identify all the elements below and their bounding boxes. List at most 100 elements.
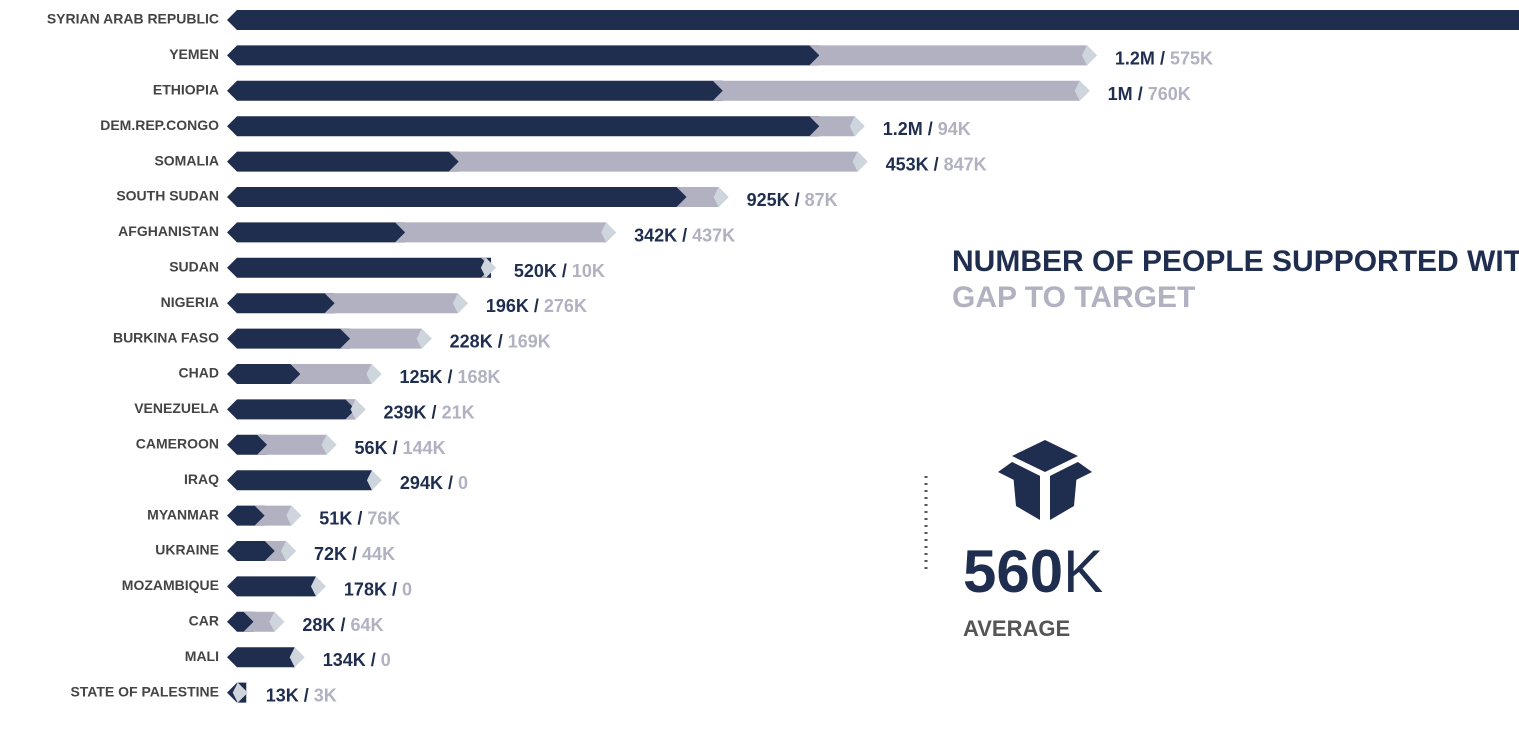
- gap-label: 10K: [572, 261, 605, 281]
- bar-tip: [232, 682, 248, 703]
- separator: /: [682, 225, 687, 245]
- supported-bar: [227, 257, 492, 278]
- supported-bar: [227, 364, 301, 384]
- gap-label: 437K: [692, 225, 735, 245]
- value-label: 51K/76K: [319, 508, 400, 528]
- gap-label: 44K: [362, 544, 395, 564]
- value-label: 453K/847K: [886, 154, 987, 174]
- bar-tip: [366, 470, 382, 491]
- category-label: BURKINA FASO: [113, 329, 219, 345]
- supported-bar: [227, 328, 351, 349]
- gap-label: 0: [458, 473, 468, 493]
- separator: /: [432, 402, 437, 422]
- bar-tip: [366, 364, 382, 384]
- separator: /: [1138, 84, 1143, 104]
- supported-bar: [227, 151, 459, 172]
- bar-tip: [286, 505, 302, 526]
- chart-title: NUMBER OF PEOPLE SUPPORTED WITH NFIS/: [952, 245, 1519, 278]
- supported-bar: [227, 541, 275, 561]
- supported-label: 28K: [302, 615, 335, 635]
- gap-bar: [257, 434, 337, 455]
- value-label: 56K/144K: [355, 438, 446, 458]
- supported-bar: [227, 434, 268, 455]
- value-label: 1.2M/575K: [1115, 48, 1213, 68]
- value-label: 239K/21K: [384, 402, 475, 422]
- supported-bar: [227, 45, 820, 66]
- supported-label: 342K: [634, 225, 677, 245]
- category-label: YEMEN: [169, 46, 219, 62]
- gap-label: 276K: [544, 296, 587, 316]
- separator: /: [1160, 48, 1165, 68]
- gap-bar: [340, 328, 432, 349]
- supported-label: 51K: [319, 508, 352, 528]
- gap-label: 169K: [508, 331, 551, 351]
- value-label: 228K/169K: [450, 331, 551, 351]
- average-label: AVERAGE: [963, 616, 1070, 641]
- bar-tip: [849, 116, 865, 137]
- gap-label: 64K: [350, 615, 383, 635]
- category-label: MALI: [185, 648, 219, 664]
- bar-tip: [281, 541, 297, 561]
- gap-label: 21K: [442, 402, 475, 422]
- supported-label: 125K: [399, 367, 442, 387]
- supported-label: 453K: [886, 154, 929, 174]
- supported-label: 134K: [323, 650, 366, 670]
- gap-label: 760K: [1148, 84, 1191, 104]
- gap-label: 144K: [403, 438, 446, 458]
- value-label: 72K/44K: [314, 544, 395, 564]
- bar-tip: [452, 293, 468, 314]
- category-label: NIGERIA: [161, 294, 219, 310]
- gap-label: 168K: [457, 367, 500, 387]
- category-label: UKRAINE: [155, 542, 219, 558]
- separator: /: [934, 154, 939, 174]
- value-label: 342K/437K: [634, 225, 735, 245]
- bar-tip: [269, 611, 285, 632]
- value-label: 196K/276K: [486, 296, 587, 316]
- category-label: AFGHANISTAN: [118, 223, 219, 239]
- average-unit: K: [1063, 538, 1103, 605]
- gap-bar: [324, 293, 468, 314]
- supported-label: 13K: [266, 685, 299, 705]
- category-label: DEM.REP.CONGO: [100, 117, 219, 133]
- value-label: 520K/10K: [514, 261, 605, 281]
- category-label: VENEZUELA: [134, 400, 219, 416]
- supported-label: 239K: [384, 402, 427, 422]
- supported-label: 925K: [747, 190, 790, 210]
- separator: /: [371, 650, 376, 670]
- separator: /: [304, 685, 309, 705]
- supported-label: 228K: [450, 331, 493, 351]
- category-label: CHAD: [179, 365, 219, 381]
- value-label: 294K/0: [400, 473, 468, 493]
- gap-bar: [809, 116, 865, 137]
- bar-tip: [852, 151, 868, 172]
- value-label: 13K/3K: [266, 685, 337, 705]
- supported-bar: [227, 10, 1519, 30]
- box-icon: [998, 440, 1092, 520]
- supported-label: 56K: [355, 438, 388, 458]
- gap-bar: [809, 45, 1097, 66]
- value-label: 178K/0: [344, 579, 412, 599]
- bar-tip: [350, 399, 366, 420]
- bar-tip: [601, 222, 617, 243]
- value-label: 1.2M/94K: [883, 119, 971, 139]
- bar-tip: [713, 187, 729, 207]
- category-label: STATE OF PALESTINE: [70, 683, 219, 699]
- value-label: 925K/87K: [747, 190, 838, 210]
- average-value: 560K: [963, 538, 1103, 605]
- gap-bar: [676, 187, 729, 207]
- supported-bar: [227, 293, 335, 314]
- gap-bar: [712, 80, 1090, 101]
- category-label: CAR: [189, 613, 219, 629]
- supported-bar: [227, 222, 406, 243]
- category-label: ETHIOPIA: [153, 82, 219, 98]
- separator: /: [357, 508, 362, 528]
- supported-label: 1.2M: [883, 119, 923, 139]
- separator: /: [534, 296, 539, 316]
- bar-tip: [289, 647, 305, 668]
- supported-label: 1M: [1108, 84, 1133, 104]
- value-label: 28K/64K: [302, 615, 383, 635]
- supported-bar: [227, 611, 254, 632]
- chart-subtitle: GAP TO TARGET: [952, 281, 1195, 314]
